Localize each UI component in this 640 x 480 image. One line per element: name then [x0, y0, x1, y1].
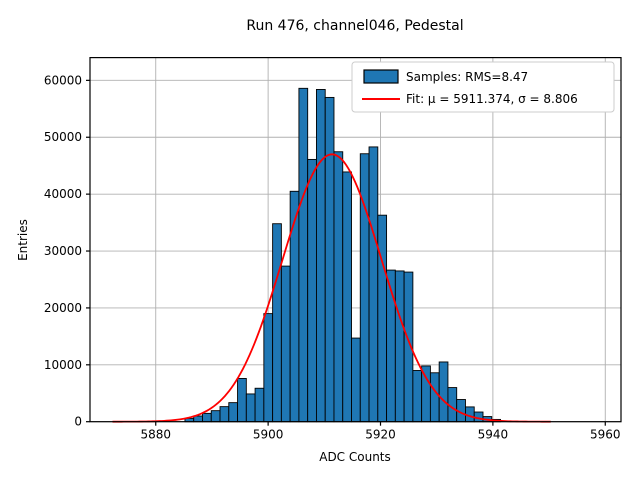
- y-tick-label: 40000: [44, 187, 82, 201]
- y-tick-label: 30000: [44, 244, 82, 258]
- axes-spines: [89, 56, 622, 423]
- histogram-bar: [377, 214, 388, 423]
- y-tick-label: 0: [74, 415, 82, 429]
- legend-samples-patch-icon: [363, 69, 399, 84]
- histogram-bar: [324, 96, 335, 423]
- histogram-bar: [438, 361, 449, 423]
- y-tick-label: 50000: [44, 130, 82, 144]
- x-tick-label: 5920: [365, 428, 396, 442]
- histogram-bar: [429, 372, 440, 423]
- x-tick-label: 5880: [140, 428, 171, 442]
- histogram-bar: [237, 378, 247, 423]
- y-axis-ticks: 0 10000 20000 30000 40000 50000 60000: [44, 73, 90, 429]
- histogram-bar: [421, 365, 431, 423]
- legend-box: [351, 61, 615, 113]
- histogram-bar: [272, 223, 282, 423]
- histogram-bar: [245, 393, 256, 423]
- gaussian-fit-curve: [112, 153, 551, 423]
- histogram-bar: [193, 415, 203, 423]
- histogram-bars: [184, 87, 501, 423]
- histogram-bar: [280, 265, 291, 423]
- histogram-bar: [254, 387, 265, 423]
- histogram-bar: [307, 158, 317, 423]
- histogram-bar: [219, 406, 230, 423]
- histogram-bar: [359, 153, 370, 423]
- histogram-bar: [333, 151, 344, 423]
- legend-fit-label: Fit: μ = 5911.374, σ = 8.806: [406, 92, 578, 106]
- x-axis-ticks: 5880 5900 5920 5940 5960: [140, 421, 621, 442]
- histogram-bar: [351, 337, 361, 423]
- legend-samples-label: Samples: RMS=8.47: [406, 70, 528, 84]
- histogram-bar: [289, 190, 300, 423]
- x-tick-label: 5960: [590, 428, 621, 442]
- y-tick-label: 20000: [44, 301, 82, 315]
- y-tick-label: 10000: [44, 358, 82, 372]
- histogram-bar: [202, 412, 212, 423]
- histogram-bar: [298, 87, 309, 423]
- histogram-bar: [263, 313, 274, 423]
- histogram-bar: [368, 146, 379, 423]
- histogram-bar: [394, 270, 405, 423]
- histogram-bar: [228, 402, 239, 423]
- y-tick-label: 60000: [44, 73, 82, 87]
- histogram-bar: [342, 171, 352, 423]
- y-axis-label: Entries: [16, 219, 30, 261]
- histogram-bar: [315, 89, 326, 423]
- legend: Samples: RMS=8.47 Fit: μ = 5911.374, σ =…: [351, 61, 615, 113]
- x-tick-label: 5900: [253, 428, 284, 442]
- x-tick-label: 5940: [478, 428, 509, 442]
- histogram-bar: [412, 370, 423, 423]
- histogram-bar: [210, 410, 221, 423]
- x-axis-label: ADC Counts: [319, 450, 391, 464]
- chart-title: Run 476, channel046, Pedestal: [246, 18, 463, 34]
